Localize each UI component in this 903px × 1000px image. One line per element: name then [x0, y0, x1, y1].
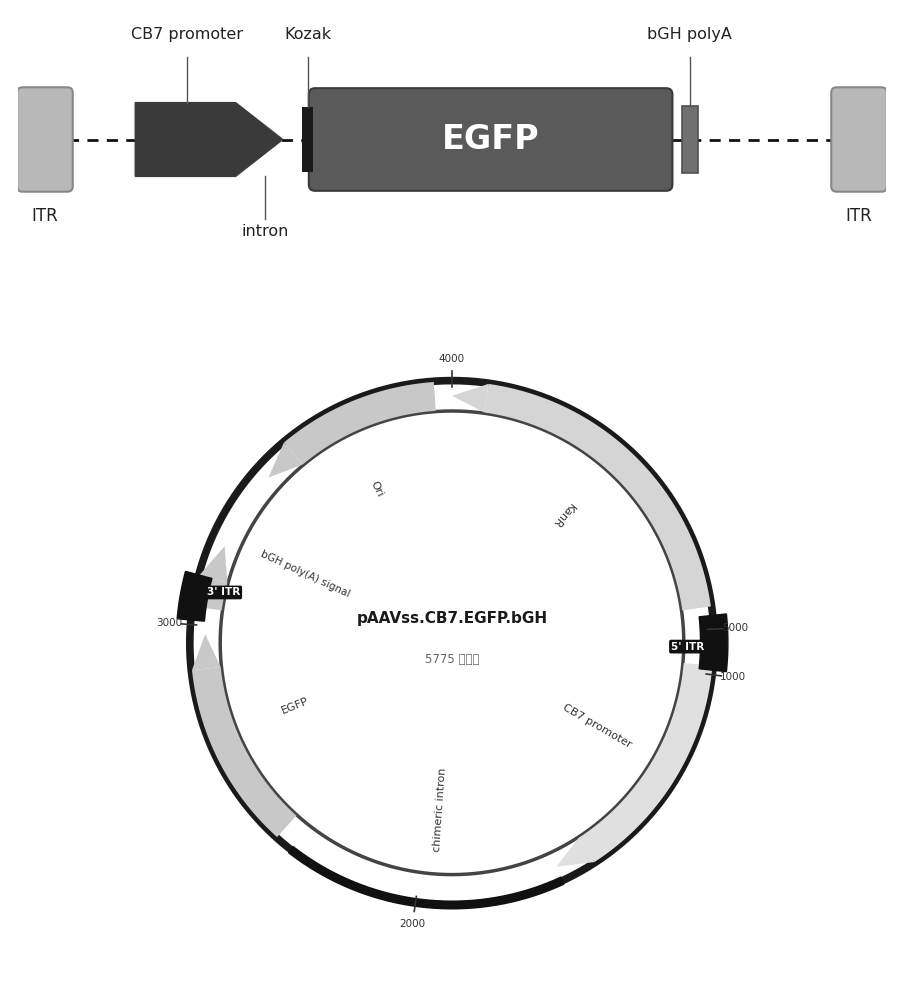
Polygon shape: [484, 384, 710, 610]
Text: CB7 promoter: CB7 promoter: [131, 27, 243, 42]
Text: 2000: 2000: [399, 919, 425, 929]
Polygon shape: [698, 614, 727, 672]
Text: bGH polyA: bGH polyA: [647, 27, 731, 42]
Text: ITR: ITR: [844, 207, 871, 225]
Polygon shape: [191, 634, 220, 670]
FancyBboxPatch shape: [831, 87, 886, 192]
Polygon shape: [200, 546, 228, 583]
Polygon shape: [193, 575, 228, 610]
Polygon shape: [578, 663, 712, 862]
Text: 4000: 4000: [439, 354, 464, 364]
Polygon shape: [555, 838, 594, 867]
FancyBboxPatch shape: [309, 88, 672, 191]
Polygon shape: [135, 103, 283, 176]
Polygon shape: [452, 384, 488, 413]
Text: 5' ITR: 5' ITR: [670, 642, 703, 652]
Bar: [302, 107, 312, 172]
FancyBboxPatch shape: [17, 87, 72, 192]
Text: 3000: 3000: [156, 618, 182, 628]
Polygon shape: [268, 443, 303, 478]
Text: Kozak: Kozak: [284, 27, 330, 42]
Polygon shape: [177, 571, 211, 621]
Text: 1000: 1000: [720, 672, 746, 682]
Text: intron: intron: [241, 224, 288, 239]
Polygon shape: [191, 667, 296, 837]
Text: bGH poly(A) signal: bGH poly(A) signal: [259, 549, 351, 599]
Text: 5775 碱基对: 5775 碱基对: [424, 653, 479, 666]
Text: ITR: ITR: [32, 207, 59, 225]
Text: pAAVss.CB7.EGFP.bGH: pAAVss.CB7.EGFP.bGH: [356, 611, 547, 626]
Bar: [681, 106, 697, 173]
Text: chimeric intron: chimeric intron: [432, 767, 448, 852]
Text: EGFP: EGFP: [279, 696, 310, 716]
Text: 5000: 5000: [721, 623, 748, 633]
Text: CB7 promoter: CB7 promoter: [560, 703, 632, 750]
Text: KanR: KanR: [549, 501, 576, 529]
Polygon shape: [284, 382, 435, 465]
Text: EGFP: EGFP: [442, 123, 539, 156]
Text: Ori: Ori: [368, 479, 385, 499]
Text: 3' ITR: 3' ITR: [207, 587, 240, 597]
